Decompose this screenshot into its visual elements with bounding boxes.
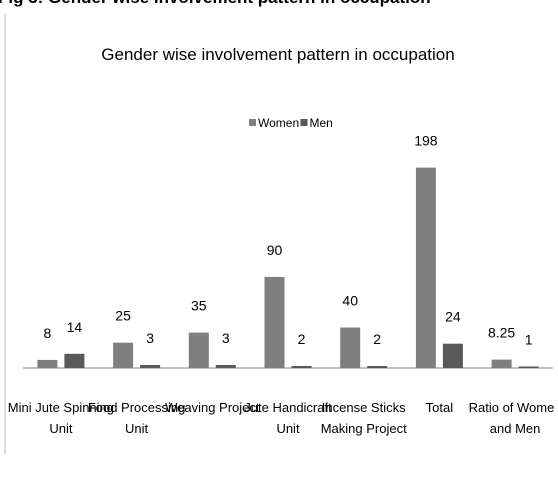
data-label-women-0: 8 [44,325,52,341]
category-label-line: Making Project [321,421,407,436]
category-label-line: Mini Jute Spinning [8,400,114,415]
data-label-women-2: 35 [191,298,207,314]
data-label-men-4: 2 [373,331,381,347]
data-labels: 8 14 25 3 35 3 90 2 40 2 198 24 8.25 1 [44,133,533,348]
data-label-women-4: 40 [342,293,358,309]
category-label-line: Unit [276,421,300,436]
bar-men-5 [442,343,463,368]
bar-women-6 [491,359,512,368]
bar-men-6 [518,366,539,368]
category-labels: Mini Jute Spinning Unit Food Processing Uni… [8,400,555,436]
bar-series [37,167,539,368]
bar-men-4 [367,366,388,368]
category-label-1: Food Processing Unit [88,400,186,436]
legend-label-women: Women [258,116,299,130]
legend-swatch-men [300,119,308,126]
category-label-line: Jute Handicraft [244,400,332,415]
bar-women-5 [415,167,436,368]
data-label-men-0: 14 [67,319,83,335]
chart-legend: Women Men [249,116,333,130]
bar-women-4 [340,327,361,368]
data-label-men-2: 3 [222,330,230,346]
data-label-women-6: 8.25 [488,325,515,341]
category-label-6: Ratio of Women and Men [469,400,555,436]
data-label-women-3: 90 [267,242,283,258]
data-label-women-5: 198 [414,133,438,149]
bar-men-1 [140,365,161,368]
category-label-line: and Men [490,421,541,436]
data-label-men-1: 3 [146,330,154,346]
legend-swatch-women [249,119,256,126]
data-label-men-6: 1 [525,332,533,348]
category-label-line: Food Processing [88,400,186,415]
bar-men-2 [215,365,236,368]
category-label-line: Unit [49,421,73,436]
category-label-4: Incense Sticks Making Project [321,400,407,436]
category-label-5: Total [426,400,454,415]
category-label-line: Incense Sticks [322,400,406,415]
category-label-3: Jute Handicraft Unit [244,400,332,436]
data-label-men-3: 2 [298,331,306,347]
category-label-line: Total [426,400,454,415]
category-label-0: Mini Jute Spinning Unit [8,400,114,436]
bar-women-3 [264,276,285,368]
chart-title: Gender wise involvement pattern in occup… [101,45,454,64]
category-label-line: Unit [125,421,149,436]
data-label-women-1: 25 [115,308,131,324]
bar-chart: Gender wise involvement pattern in occup… [4,14,555,454]
category-label-line: Ratio of Women [469,400,555,415]
bar-women-1 [113,342,134,368]
legend-label-men: Men [310,116,333,130]
bar-men-3 [291,366,312,368]
figure-caption-text: Fig 3: Gender wise involvement pattern i… [0,0,431,8]
category-label-line: Weaving Project [165,400,260,415]
bar-women-0 [37,359,58,368]
figure-caption: Fig 3: Gender wise involvement pattern i… [0,0,558,14]
category-label-2: Weaving Project [165,400,260,415]
bar-men-0 [64,353,85,368]
bar-women-2 [188,332,209,368]
data-label-men-5: 24 [445,309,461,325]
chart-area: Gender wise involvement pattern in occup… [1,14,555,476]
